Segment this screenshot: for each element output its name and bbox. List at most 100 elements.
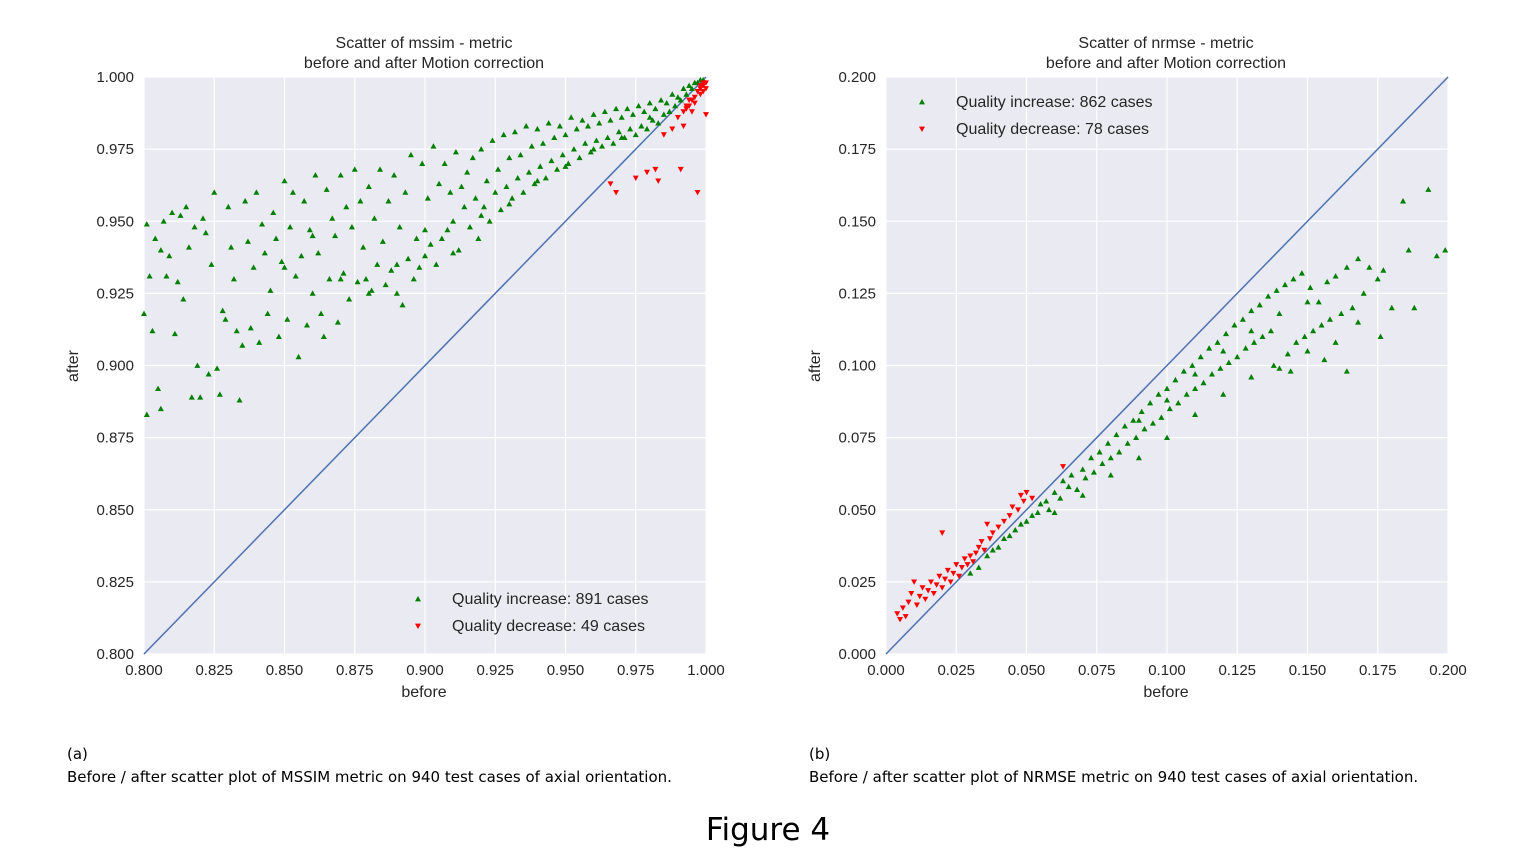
increase-point bbox=[469, 154, 476, 161]
decrease-point bbox=[697, 91, 704, 98]
increase-point bbox=[233, 327, 240, 334]
increase-point bbox=[1124, 440, 1131, 446]
y-tick-label: 0.975 bbox=[96, 141, 134, 158]
increase-point bbox=[674, 94, 681, 100]
increase-point bbox=[1231, 322, 1238, 328]
decrease-point bbox=[660, 132, 667, 138]
increase-point bbox=[686, 82, 693, 89]
increase-point bbox=[1315, 299, 1322, 305]
increase-point bbox=[478, 146, 485, 152]
decrease-point bbox=[978, 539, 985, 545]
increase-point bbox=[225, 203, 232, 210]
increase-point bbox=[149, 327, 156, 334]
increase-point bbox=[247, 324, 254, 331]
increase-point bbox=[545, 120, 552, 126]
increase-point bbox=[281, 177, 288, 184]
increase-point bbox=[273, 235, 280, 241]
increase-point bbox=[1405, 247, 1412, 253]
increase-point bbox=[607, 117, 614, 123]
decrease-point bbox=[691, 94, 698, 101]
y-tick-label: 0.950 bbox=[96, 213, 134, 230]
increase-point bbox=[497, 206, 504, 213]
increase-point bbox=[166, 252, 173, 259]
increase-point bbox=[582, 140, 589, 146]
y-tick-label: 0.025 bbox=[838, 574, 876, 591]
chart-nrmse: Scatter of nrmse - metric before and aft… bbox=[807, 35, 1467, 701]
increase-point bbox=[377, 166, 384, 172]
increase-point bbox=[1189, 362, 1196, 368]
increase-point bbox=[1138, 408, 1145, 415]
increase-point bbox=[1023, 518, 1030, 524]
increase-point bbox=[197, 394, 204, 400]
increase-point bbox=[343, 203, 350, 210]
increase-point bbox=[525, 169, 532, 175]
increase-point bbox=[1012, 526, 1019, 533]
increase-point bbox=[180, 296, 187, 302]
increase-point bbox=[346, 296, 353, 302]
increase-point bbox=[422, 226, 428, 233]
increase-point bbox=[450, 249, 457, 256]
caption-a-label: (a) bbox=[67, 745, 88, 763]
increase-point bbox=[464, 169, 471, 175]
increase-point bbox=[1411, 304, 1418, 311]
increase-point bbox=[672, 102, 679, 109]
x-tick-label: 0.800 bbox=[125, 662, 163, 679]
increase-point bbox=[1343, 264, 1350, 270]
increase-point bbox=[309, 232, 316, 239]
increase-point bbox=[1301, 333, 1308, 340]
increase-point bbox=[635, 102, 642, 109]
increase-point bbox=[1135, 417, 1142, 423]
increase-point bbox=[511, 128, 518, 135]
increase-point bbox=[1256, 301, 1263, 308]
increase-point bbox=[1079, 466, 1086, 472]
increase-point bbox=[424, 195, 431, 201]
x-tick-label: 0.200 bbox=[1429, 662, 1467, 679]
increase-point bbox=[278, 258, 285, 265]
decrease-point bbox=[894, 611, 901, 617]
increase-point bbox=[1343, 368, 1350, 374]
increase-point bbox=[230, 275, 237, 282]
decrease-point bbox=[950, 570, 957, 577]
x-tick-label: 0.075 bbox=[1078, 662, 1116, 679]
increase-point bbox=[593, 137, 600, 143]
increase-point bbox=[528, 143, 535, 149]
increase-point bbox=[267, 287, 274, 293]
increase-point bbox=[433, 261, 440, 267]
increase-point bbox=[250, 264, 257, 270]
increase-point bbox=[1045, 506, 1052, 513]
decrease-point bbox=[686, 103, 693, 109]
x-tick-label: 0.925 bbox=[476, 662, 514, 679]
increase-point bbox=[1217, 365, 1224, 371]
decrease-point bbox=[972, 550, 979, 557]
increase-point bbox=[632, 131, 639, 138]
increase-point bbox=[1248, 327, 1255, 334]
y-tick-label: 0.050 bbox=[838, 502, 876, 519]
increase-point bbox=[1104, 440, 1111, 446]
data-points bbox=[894, 186, 1449, 623]
increase-point bbox=[1220, 391, 1227, 397]
decrease-point bbox=[632, 175, 639, 181]
legend-marker-increase bbox=[919, 99, 925, 105]
increase-point bbox=[638, 123, 645, 129]
increase-point bbox=[542, 174, 549, 181]
decrease-point bbox=[607, 181, 614, 187]
increase-point bbox=[537, 163, 544, 169]
decrease-point bbox=[683, 106, 690, 112]
increase-point bbox=[559, 151, 566, 158]
increase-point bbox=[573, 125, 580, 132]
decrease-point bbox=[964, 562, 971, 568]
gridlines bbox=[885, 76, 1449, 655]
increase-point bbox=[256, 339, 263, 345]
increase-point bbox=[540, 140, 547, 146]
x-tick-label: 0.950 bbox=[547, 662, 585, 679]
increase-point bbox=[1130, 417, 1137, 423]
decrease-point bbox=[989, 530, 996, 536]
increase-point bbox=[177, 212, 184, 218]
caption-a: (a) Before / after scatter plot of MSSIM… bbox=[67, 743, 672, 789]
chart-subtitle: before and after Motion correction bbox=[1046, 55, 1286, 72]
increase-point bbox=[1265, 293, 1272, 299]
increase-point bbox=[615, 128, 622, 135]
decrease-point bbox=[961, 556, 968, 562]
increase-point bbox=[1175, 400, 1182, 406]
increase-point bbox=[385, 198, 392, 204]
